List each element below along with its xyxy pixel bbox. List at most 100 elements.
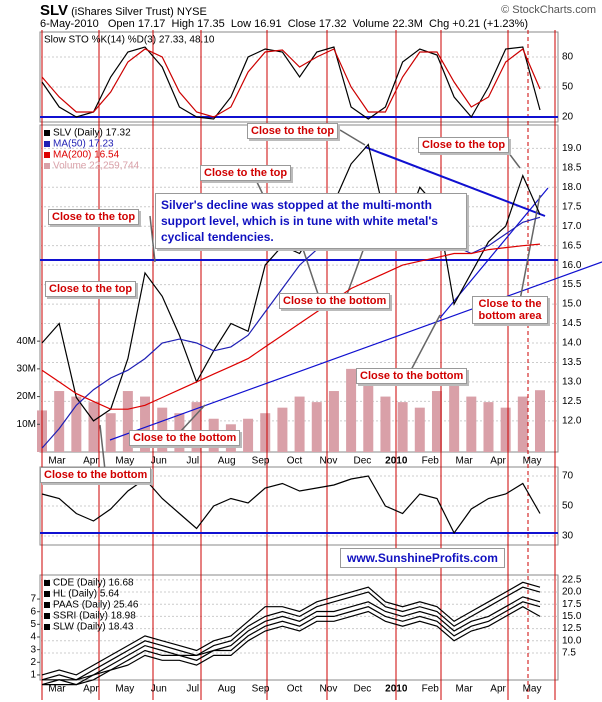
x-tick-label: May xyxy=(523,456,542,467)
date: 6-May-2010 xyxy=(40,18,99,30)
legend-swatch xyxy=(44,141,50,147)
x-tick-label: Dec xyxy=(353,684,371,695)
series-line xyxy=(41,143,541,422)
legend-swatch xyxy=(44,613,50,619)
volume-bar xyxy=(191,402,202,452)
x-tick-label: Sep xyxy=(252,456,270,467)
series-line xyxy=(42,596,541,681)
x-tick-label: Apr xyxy=(490,456,506,467)
volume-bar xyxy=(414,407,425,452)
x-tick-label: Feb xyxy=(422,456,440,467)
x-tick-label: 2010 xyxy=(385,684,408,695)
volume: Volume 22.3M xyxy=(352,18,423,30)
volume-bar xyxy=(54,391,65,452)
volume-bar xyxy=(466,396,477,452)
y2-tick-label: 30M xyxy=(17,364,36,375)
y2-tick-label: 1 xyxy=(30,670,36,681)
x-tick-label: Apr xyxy=(83,684,99,695)
legend-swatch xyxy=(44,130,50,136)
legend-label: MA(50) 17.23 xyxy=(53,139,114,150)
y-tick-label: 12.5 xyxy=(562,396,582,407)
series-line xyxy=(41,243,541,410)
x-tick-label: Jun xyxy=(151,684,167,695)
y-tick-label: 50 xyxy=(562,501,574,512)
volume-bar xyxy=(431,391,442,452)
series-line xyxy=(41,601,541,686)
y-tick-label: 18.0 xyxy=(562,182,582,193)
quote: 6-May-2010 Open 17.17 High 17.35 Low 16.… xyxy=(40,18,528,30)
y-tick-label: 19.0 xyxy=(562,143,582,154)
x-tick-label: Jun xyxy=(151,456,167,467)
y-tick-label: 17.5 xyxy=(562,599,582,610)
y-tick-label: 14.5 xyxy=(562,318,582,329)
annotation: Close to the bottom xyxy=(279,293,391,309)
volume-bar xyxy=(260,413,271,452)
cycle-lines xyxy=(41,30,556,700)
volume-bar xyxy=(517,396,528,452)
pointer-lines xyxy=(99,129,541,471)
x-tick-label: May xyxy=(523,684,542,695)
x-tick-label: Sep xyxy=(252,684,270,695)
y-tick-label: 17.0 xyxy=(562,221,582,232)
legend-label: CDE (Daily) 16.68 xyxy=(53,578,134,589)
x-tick-label: Mar xyxy=(48,684,66,695)
volume-bar xyxy=(122,391,133,452)
y-tick-label: 15.0 xyxy=(562,611,582,622)
y-tick-label: 13.5 xyxy=(562,357,582,368)
annotation: Close to the top xyxy=(418,137,510,153)
name: (iShares Silver Trust) NYSE xyxy=(71,6,207,18)
y2-tick-label: 2 xyxy=(30,657,36,668)
panel xyxy=(39,574,559,681)
series-line xyxy=(42,606,541,686)
x-tick-label: Apr xyxy=(490,684,506,695)
y-tick-label: 14.0 xyxy=(562,338,582,349)
y-tick-label: 16.0 xyxy=(562,260,582,271)
volume-bar xyxy=(328,391,339,452)
x-tick-label: Oct xyxy=(287,456,303,467)
volume-bar xyxy=(483,402,494,452)
volume-bar xyxy=(397,402,408,452)
y2-tick-label: 20M xyxy=(17,391,36,402)
x-tick-label: Aug xyxy=(218,456,236,467)
volume-bar xyxy=(157,407,168,452)
legend-swatch xyxy=(44,624,50,630)
legend-label: SSRI (Daily) 18.98 xyxy=(53,611,136,622)
volume-bar xyxy=(294,396,305,452)
volume-bar xyxy=(500,407,511,452)
legend-label: PAAS (Daily) 25.46 xyxy=(53,600,139,611)
annotation: Close to the top xyxy=(48,209,140,225)
x-tick-label: Aug xyxy=(218,684,236,695)
x-tick-label: May xyxy=(115,456,134,467)
y-tick-label: 15.5 xyxy=(562,279,582,290)
y-tick-label: 17.5 xyxy=(562,201,582,212)
legend-label: SLV (Daily) 17.32 xyxy=(53,128,131,139)
legend-label: Volume 22,259,744 xyxy=(53,161,140,172)
annotation: Close to the bottom area xyxy=(472,296,548,324)
open: Open 17.17 xyxy=(107,18,166,30)
y2-tick-label: 6 xyxy=(30,606,36,617)
x-tick-label: Oct xyxy=(287,684,303,695)
x-tick-label: Apr xyxy=(83,456,99,467)
volume-bar xyxy=(88,402,99,452)
volume-bar xyxy=(140,396,151,452)
close: Close 17.32 xyxy=(287,18,347,30)
x-tick-label: Nov xyxy=(320,456,338,467)
y-tick-label: 13.0 xyxy=(562,377,582,388)
copyright: © StockCharts.com xyxy=(501,4,596,16)
y-tick-label: 22.5 xyxy=(562,575,582,586)
legend-label: SLW (Daily) 18.43 xyxy=(53,622,134,633)
volume-bar xyxy=(311,402,322,452)
y2-tick-label: 7 xyxy=(30,594,36,605)
header: SLV (iShares Silver Trust) NYSE xyxy=(40,2,207,19)
x-tick-label: Mar xyxy=(456,456,474,467)
volume-bar xyxy=(277,407,288,452)
watermark: www.SunshineProfits.com xyxy=(340,548,505,568)
y-tick-label: 7.5 xyxy=(562,648,576,659)
x-tick-label: Mar xyxy=(48,456,66,467)
change: Chg +0.21 (+1.23%) xyxy=(429,18,529,30)
y-tick-label: 30 xyxy=(562,531,574,542)
volume-bar xyxy=(243,418,254,452)
low: Low 16.91 xyxy=(230,18,282,30)
